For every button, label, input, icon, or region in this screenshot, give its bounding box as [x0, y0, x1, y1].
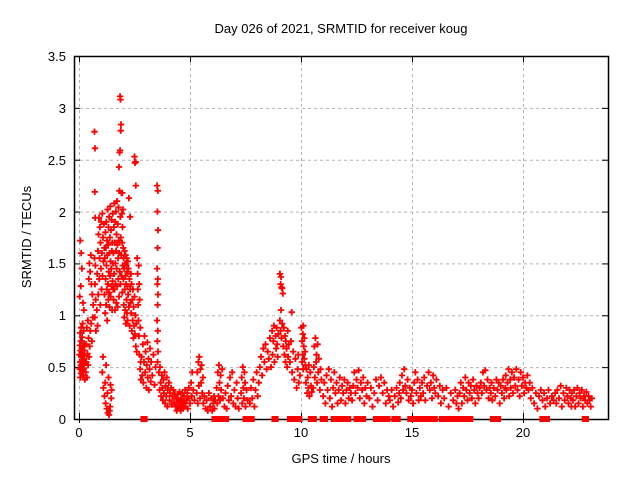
- y-tick-label: 0: [58, 412, 66, 427]
- x-tick-label: 5: [186, 425, 194, 440]
- x-tick-label: 10: [293, 425, 309, 440]
- y-axis-label: SRMTID / TECUs: [19, 185, 34, 289]
- x-tick-label: 0: [75, 425, 83, 440]
- y-tick-label: 2.5: [47, 152, 66, 168]
- y-tick-label: 0.5: [47, 360, 66, 376]
- y-tick-label: 2: [58, 204, 66, 220]
- zero-value-point-runs: [140, 416, 589, 422]
- y-tick-label: 3: [58, 100, 66, 116]
- data-points: [76, 93, 595, 419]
- plot-border: [73, 55, 610, 421]
- chart-title: Day 026 of 2021, SRMTID for receiver kou…: [214, 21, 468, 36]
- grid-lines: [74, 56, 608, 419]
- x-tick-label: 15: [404, 425, 420, 440]
- y-tick-label: 1.5: [47, 256, 66, 272]
- x-axis-label: GPS time / hours: [291, 451, 391, 466]
- y-tick-label: 3.5: [47, 49, 66, 64]
- x-tick-label: 20: [515, 425, 531, 440]
- y-tick-label: 1: [58, 308, 66, 324]
